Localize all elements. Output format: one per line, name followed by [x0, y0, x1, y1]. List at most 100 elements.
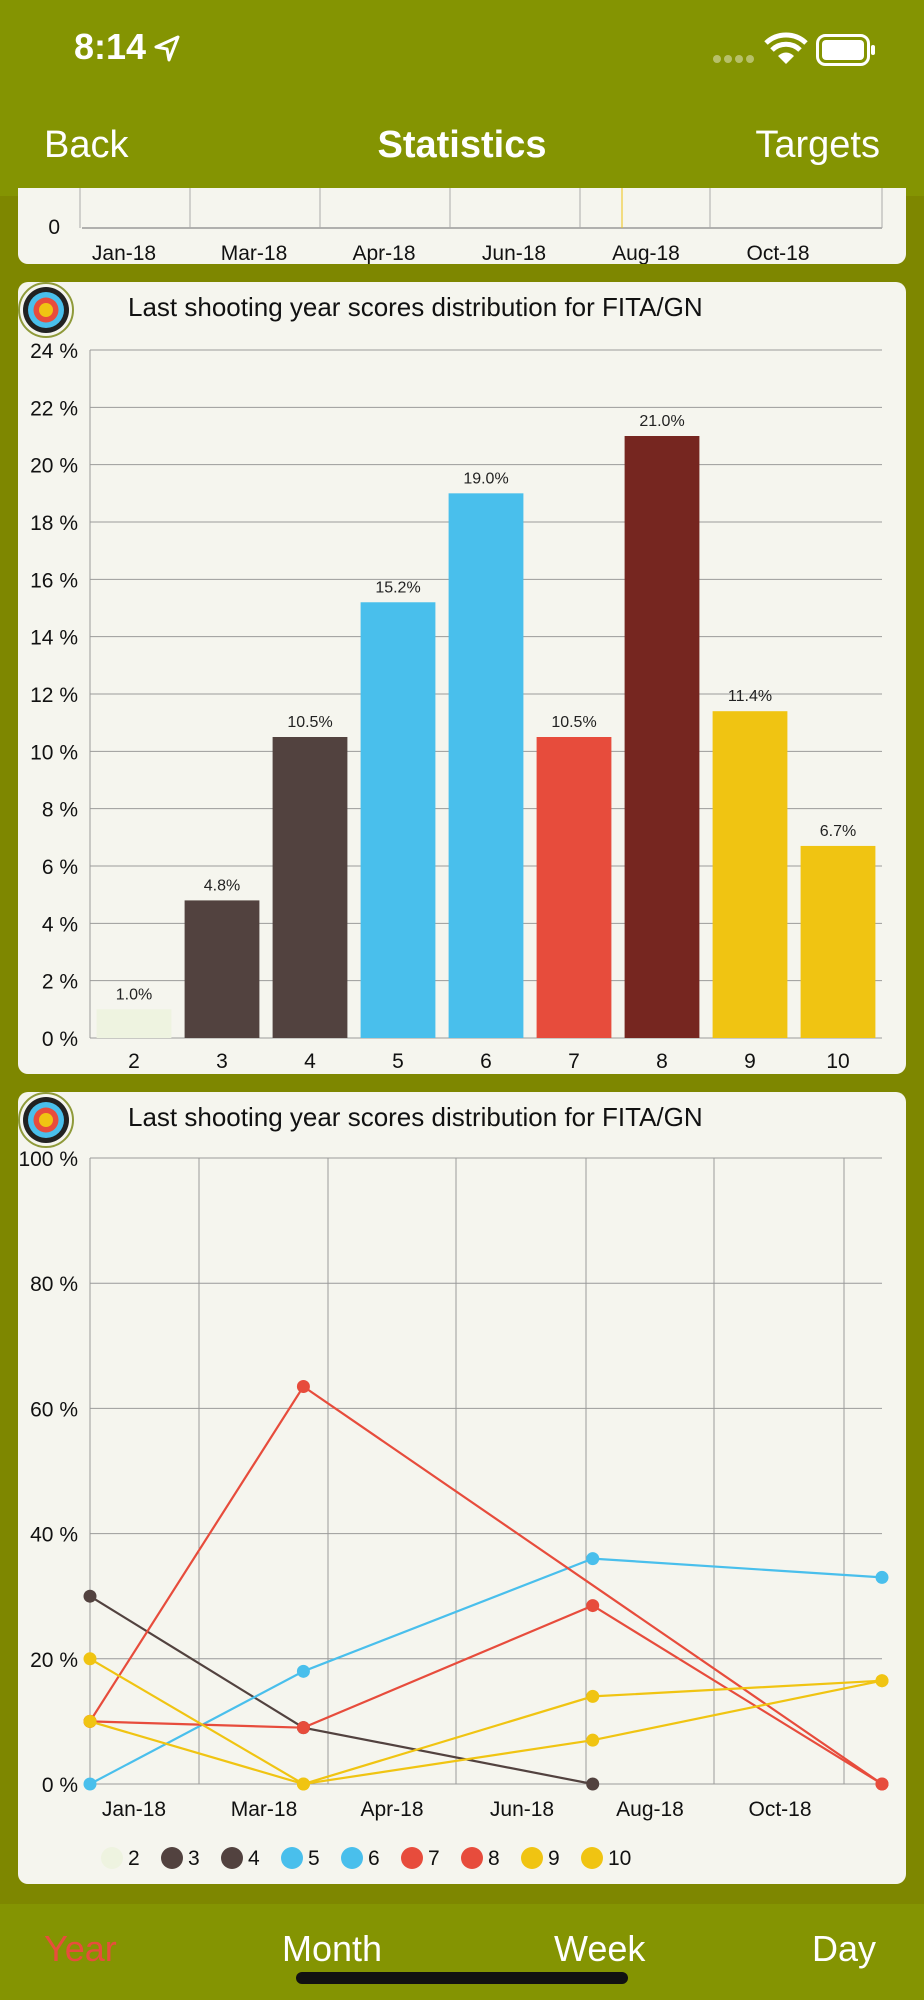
y-tick-label: 8 % — [42, 799, 78, 822]
y-tick-label: 14 % — [30, 627, 78, 650]
x-tick-label: Jan-18 — [102, 1798, 166, 1821]
tab-day[interactable]: Day — [812, 1928, 877, 1969]
previous-chart: 0 Jan-18 Mar-18 Apr-18 Jun-18 Aug-18 Oct-18 — [48, 188, 883, 264]
x-tick-label: 7 — [568, 1050, 580, 1073]
legend-marker — [281, 1847, 303, 1869]
series-10-line — [89, 1679, 883, 1786]
legend-marker — [341, 1847, 363, 1869]
status-bar: 8:14 — [0, 0, 924, 100]
y-tick-label: 20 % — [30, 455, 78, 478]
targets-button[interactable]: Targets — [755, 124, 880, 166]
target-icon[interactable] — [18, 282, 74, 338]
line-chart-card[interactable]: Last shooting year scores distribution f… — [18, 1092, 906, 1884]
legend-label: 2 — [128, 1847, 140, 1870]
bar-9 — [712, 711, 788, 1038]
previous-chart-card[interactable]: 0 Jan-18 Mar-18 Apr-18 Jun-18 Aug-18 Oct-18 — [18, 188, 906, 264]
x-tick-label: Oct-18 — [748, 1798, 811, 1821]
battery-icon — [816, 34, 875, 66]
x-tick-label: Aug-18 — [612, 242, 680, 264]
data-label: 6.7% — [820, 823, 856, 840]
x-tick-label: Jun-18 — [490, 1798, 554, 1821]
x-tick-label: Jan-18 — [92, 242, 156, 264]
data-label: 4.8% — [204, 877, 240, 894]
y-tick-label: 16 % — [30, 569, 78, 592]
series-9-point — [83, 1652, 97, 1666]
y-tick-label: 20 % — [30, 1649, 78, 1672]
y-tick-label: 22 % — [30, 397, 78, 420]
x-tick-label: Mar-18 — [231, 1798, 298, 1821]
bar-6 — [448, 493, 524, 1038]
series-3-line — [89, 1595, 593, 1786]
y-tick-label: 24 % — [30, 340, 78, 363]
x-tick-label: 8 — [656, 1050, 668, 1073]
series-3-point — [83, 1589, 97, 1603]
bar-2 — [96, 1009, 172, 1038]
data-label: 21.0% — [639, 413, 684, 430]
legend-label: 4 — [248, 1847, 260, 1870]
y-tick-label: 0 — [48, 216, 60, 239]
legend-label: 5 — [308, 1847, 320, 1870]
legend-label: 10 — [608, 1847, 631, 1870]
tab-month[interactable]: Month — [282, 1928, 383, 1969]
clock: 8:14 — [74, 26, 147, 67]
bar-3 — [184, 900, 260, 1038]
target-icon[interactable] — [18, 1092, 74, 1148]
series-9-line — [89, 1657, 883, 1786]
x-tick-label: 3 — [216, 1050, 228, 1073]
x-tick-label: Jun-18 — [482, 242, 546, 264]
x-tick-label: 9 — [744, 1050, 756, 1073]
series-10-point — [296, 1777, 310, 1791]
location-arrow-icon — [154, 35, 180, 62]
x-tick-label: 5 — [392, 1050, 404, 1073]
series-5-point — [296, 1664, 310, 1678]
y-tick-label: 2 % — [42, 971, 78, 994]
tab-week[interactable]: Week — [554, 1928, 646, 1969]
tab-year[interactable]: Year — [44, 1928, 117, 1969]
legend-label: 6 — [368, 1847, 380, 1870]
legend-marker — [101, 1847, 123, 1869]
series-8-point — [586, 1599, 600, 1613]
y-tick-label: 40 % — [30, 1524, 78, 1547]
series-10-point — [875, 1674, 889, 1688]
line-chart: 0 % 20 % 40 % 60 % 80 % 100 % Jan-18 Mar-18 Apr-… — [18, 1148, 889, 1870]
legend-label: 7 — [428, 1847, 440, 1870]
page-title: Statistics — [377, 124, 547, 166]
y-tick-label: 18 % — [30, 512, 78, 535]
series-3-point — [586, 1777, 600, 1791]
data-label: 1.0% — [116, 986, 152, 1003]
series-10-point — [83, 1714, 97, 1728]
y-tick-label: 10 % — [30, 741, 78, 764]
x-tick-label: Oct-18 — [746, 242, 809, 264]
x-tick-label: Mar-18 — [221, 242, 288, 264]
legend-marker — [461, 1847, 483, 1869]
series-5-point — [83, 1777, 97, 1791]
y-tick-label: 6 % — [42, 856, 78, 879]
x-tick-label: Apr-18 — [352, 242, 415, 264]
x-tick-label: 2 — [128, 1050, 140, 1073]
series-7-point — [296, 1379, 310, 1393]
series-8-point — [296, 1721, 310, 1735]
bar-8 — [624, 436, 700, 1038]
x-tick-label: 10 — [826, 1050, 849, 1073]
x-tick-label: Apr-18 — [360, 1798, 423, 1821]
bar-5 — [360, 602, 436, 1038]
x-tick-label: 6 — [480, 1050, 492, 1073]
legend-marker — [161, 1847, 183, 1869]
home-indicator — [296, 1972, 628, 1984]
bar-7 — [536, 737, 612, 1038]
y-tick-label: 0 % — [42, 1774, 78, 1797]
y-tick-label: 80 % — [30, 1273, 78, 1296]
data-label: 10.5% — [287, 714, 332, 731]
legend-marker — [521, 1847, 543, 1869]
series-8-line — [89, 1604, 883, 1785]
y-tick-label: 0 % — [42, 1028, 78, 1051]
legend-marker — [221, 1847, 243, 1869]
x-tick-label: 4 — [304, 1050, 316, 1073]
legend-marker — [401, 1847, 423, 1869]
back-button[interactable]: Back — [44, 124, 129, 166]
bar-chart: 0 % 2 % 4 % 6 % 8 % 10 % 12 % 14 % 16 % 18 % 20 % 2… — [30, 340, 882, 1073]
tab-bar: Year Month Week Day — [0, 1904, 924, 2000]
bar-chart-card[interactable]: Last shooting year scores distribution f… — [18, 282, 906, 1074]
navigation-bar: Statistics Back Targets — [0, 100, 924, 196]
line-chart-title: Last shooting year scores distribution f… — [128, 1102, 703, 1132]
